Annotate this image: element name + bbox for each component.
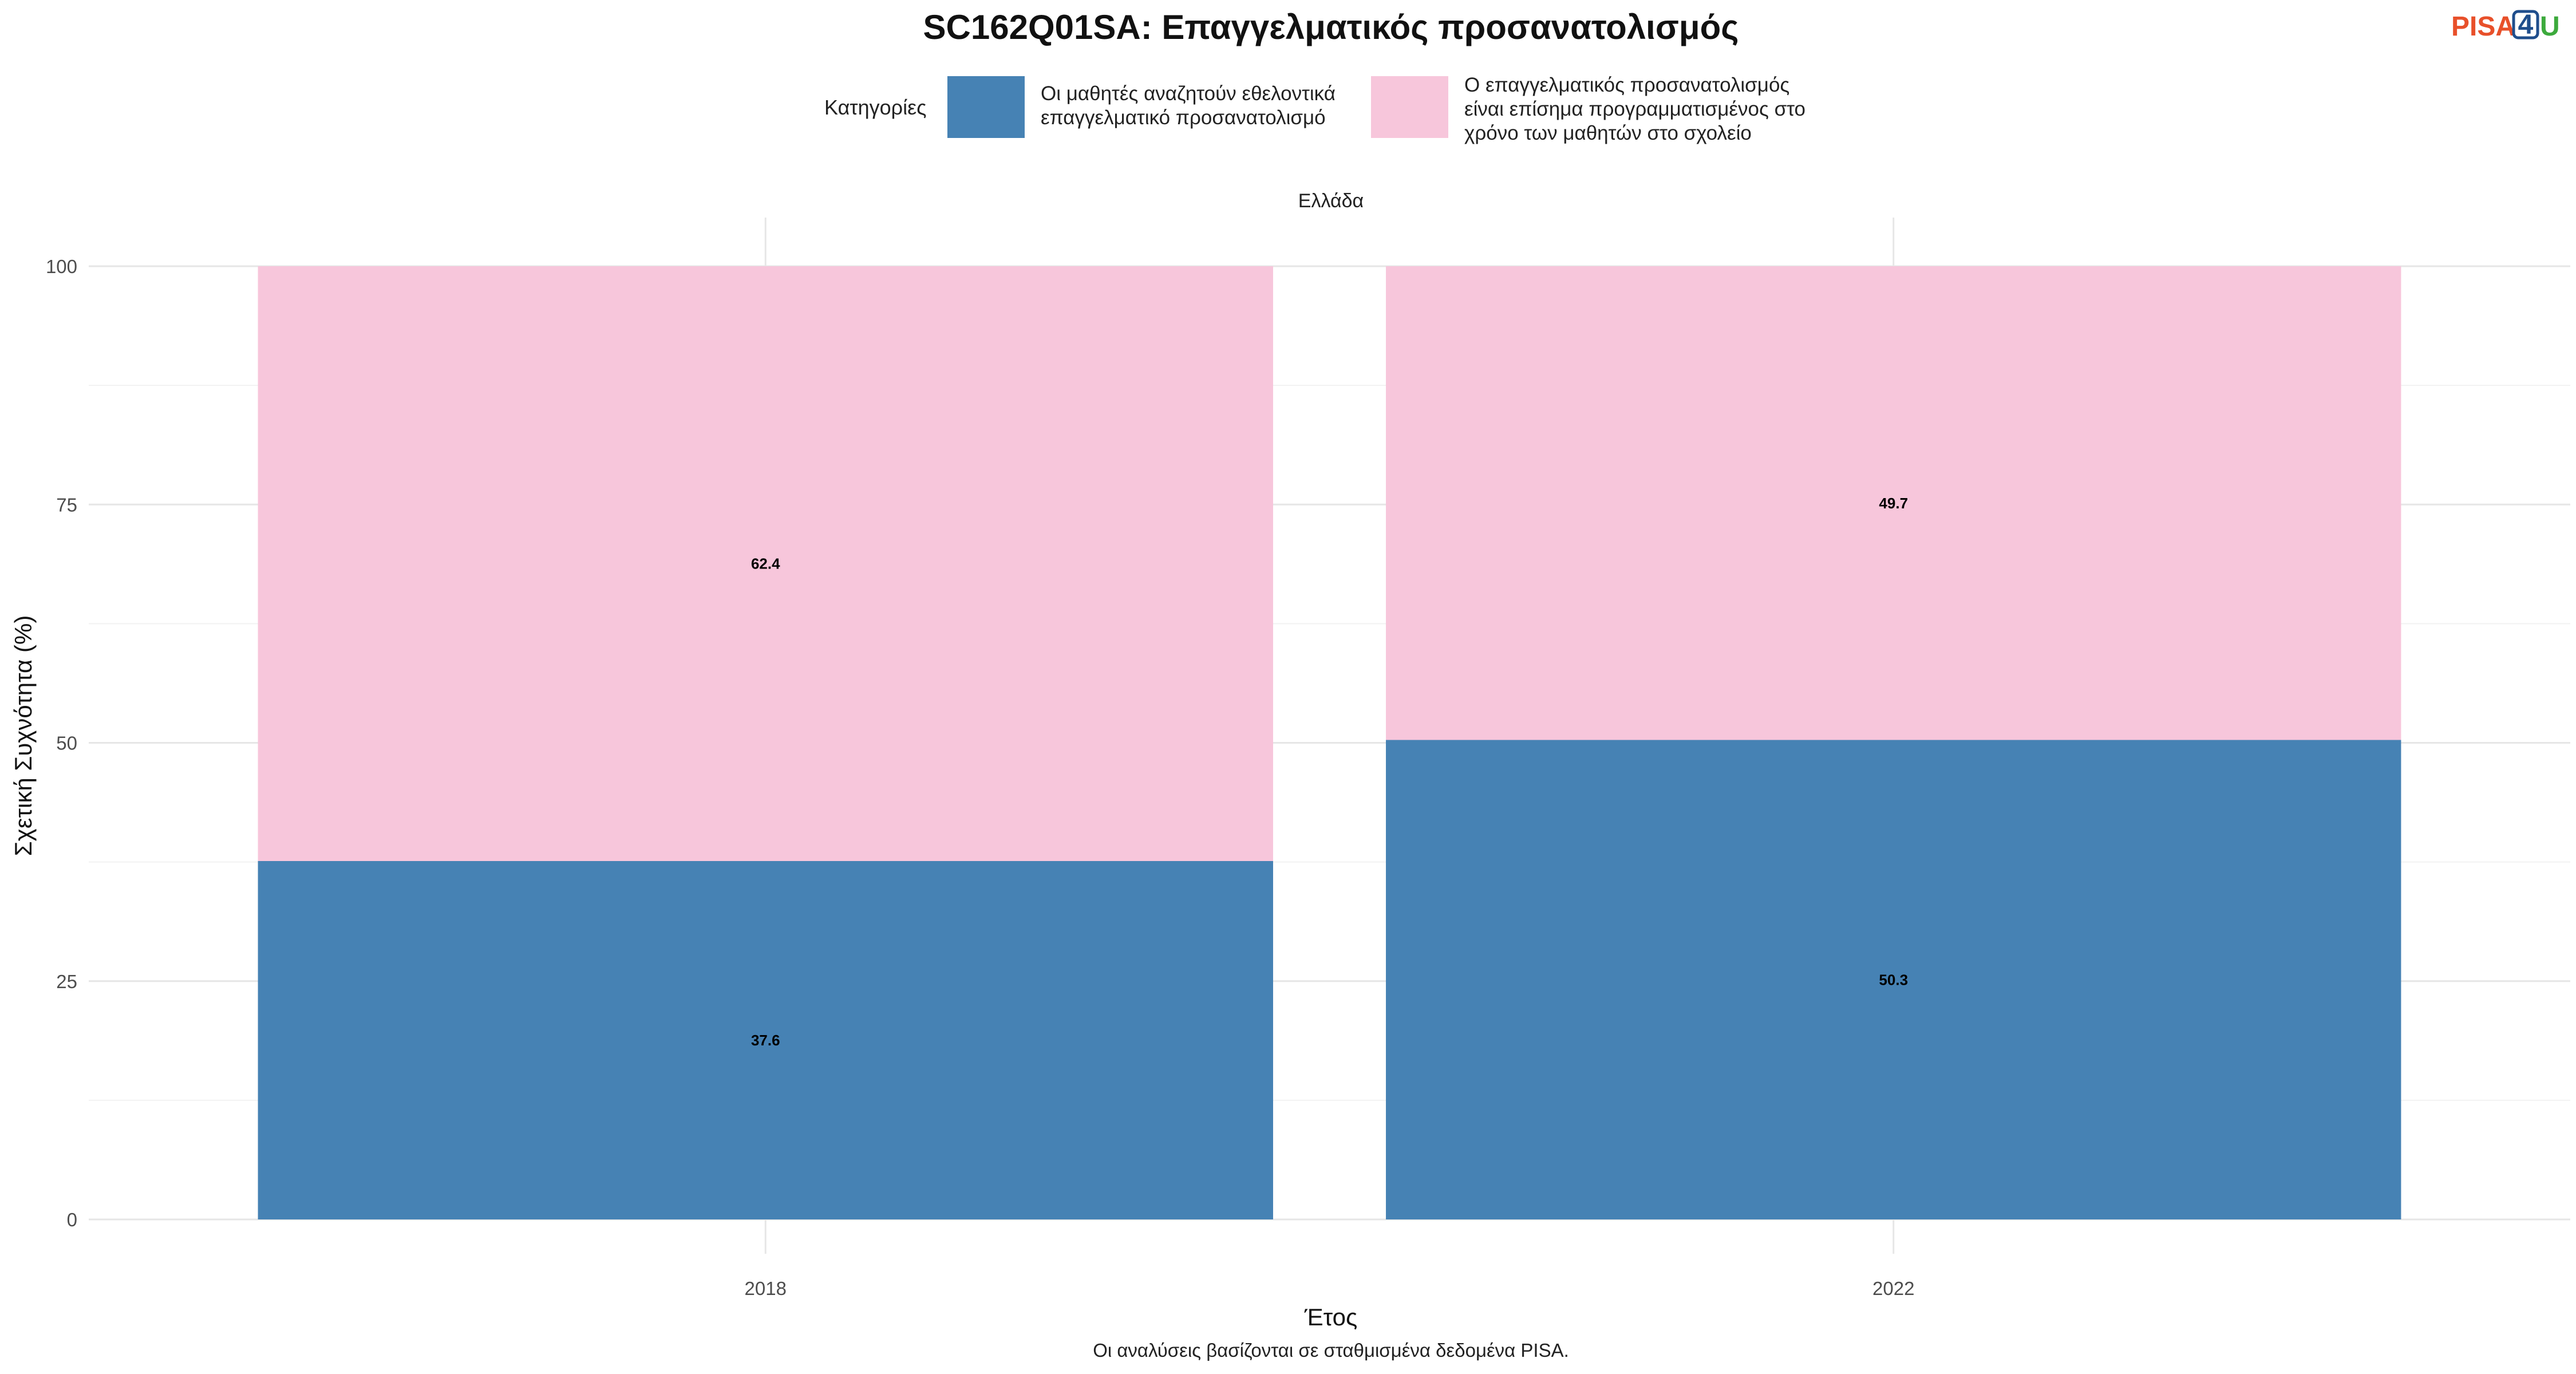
legend-label-line: Ο επαγγελματικός προσανατολισμός (1464, 74, 1789, 96)
x-axis-title: Έτος (1304, 1304, 1358, 1330)
legend-label-line: χρόνο των μαθητών στο σχολείο (1464, 122, 1752, 144)
bar-segment-2018-series-1 (258, 860, 1273, 1219)
logo-text-pisa: PISA (2451, 11, 2515, 42)
y-tick-label: 50 (56, 733, 77, 754)
legend-label-line: επαγγελματικό προσανατολισμό (1041, 106, 1326, 129)
facet-label: Ελλάδα (1298, 190, 1364, 212)
data-label-2018-series-2: 62.4 (751, 555, 780, 572)
legend-label-line: Οι μαθητές αναζητούν εθελοντικά (1041, 82, 1336, 105)
y-axis-title: Σχετική Συχνότητα (%) (10, 615, 37, 856)
pisa4u-logo: PISA 4 U (2451, 10, 2560, 42)
logo-part-pisa: PISA (2451, 11, 2515, 42)
legend-label-series-2: Ο επαγγελματικός προσανατολισμός είναι επ… (1464, 74, 1805, 144)
x-tick-label: 2018 (745, 1278, 787, 1299)
legend-title: Κατηγορίες (824, 96, 927, 119)
chart-title: SC162Q01SA: Επαγγελματικός προσανατολισμ… (923, 8, 1739, 46)
logo-part-4: 4 (2518, 10, 2534, 40)
bars (258, 266, 2401, 1219)
data-labels: 37.6 62.4 50.3 49.7 (751, 495, 1908, 1049)
y-tick-label: 100 (46, 256, 77, 277)
logo-box (2512, 10, 2539, 40)
logo-part-u: U (2540, 11, 2560, 42)
data-label-2022-series-2: 49.7 (1879, 495, 1908, 512)
bar-segment-2022-series-1 (1386, 740, 2401, 1219)
data-label-2022-series-1: 50.3 (1879, 971, 1908, 988)
legend-swatch-series-2 (1371, 76, 1448, 138)
x-axis: 2018 2022 (745, 1278, 1915, 1299)
x-tick-label: 2022 (1872, 1278, 1914, 1299)
y-tick-label: 75 (56, 494, 77, 515)
y-tick-label: 0 (67, 1209, 77, 1230)
legend-label-series-1: Οι μαθητές αναζητούν εθελοντικά επαγγελμα… (1041, 82, 1336, 129)
legend: Κατηγορίες Οι μαθητές αναζητούν εθελοντι… (824, 74, 1805, 144)
legend-swatch-series-1 (947, 76, 1025, 138)
y-tick-label: 25 (56, 971, 77, 992)
bar-segment-2022-series-2 (1386, 266, 2401, 740)
legend-label-line: είναι επίσημα προγραμματισμένος στο (1464, 98, 1805, 120)
caption: Οι αναλύσεις βασίζονται σε σταθμισμένα δ… (1093, 1340, 1569, 1361)
data-label-2018-series-1: 37.6 (751, 1032, 780, 1049)
bar-segment-2018-series-2 (258, 266, 1273, 861)
y-axis: 0 25 50 75 100 (46, 256, 77, 1230)
